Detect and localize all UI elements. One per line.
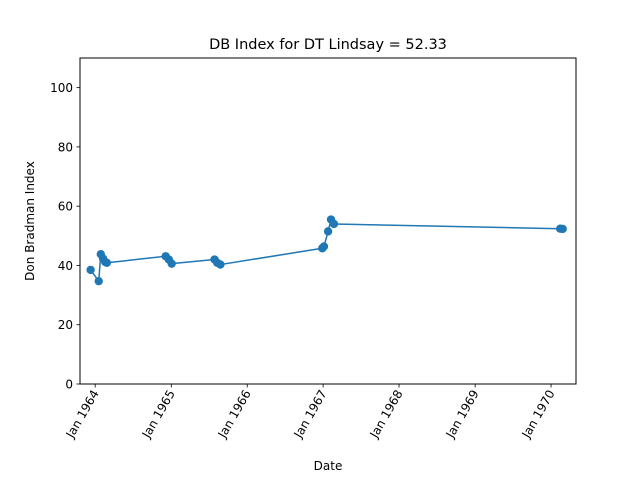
data-point — [102, 258, 112, 267]
y-tick-label: 100 — [50, 81, 73, 95]
y-tick-label: 80 — [58, 140, 73, 154]
data-point — [86, 265, 95, 275]
y-tick-label: 40 — [58, 259, 73, 273]
data-point — [216, 260, 225, 269]
y-tick-label: 20 — [58, 318, 73, 332]
data-point — [319, 242, 329, 251]
data-point — [94, 276, 103, 286]
y-axis-label: Don Bradman Index — [23, 161, 37, 281]
x-axis-label: Date — [314, 459, 343, 473]
plot-area — [86, 215, 567, 286]
chart-title: DB Index for DT Lindsay = 52.33 — [209, 37, 447, 53]
y-tick-label: 0 — [65, 378, 73, 392]
data-point — [167, 259, 176, 268]
y-tick-label: 60 — [58, 200, 73, 214]
data-point — [558, 224, 567, 234]
data-point — [329, 219, 339, 229]
axes-frame — [79, 57, 577, 385]
data-point — [323, 227, 333, 236]
